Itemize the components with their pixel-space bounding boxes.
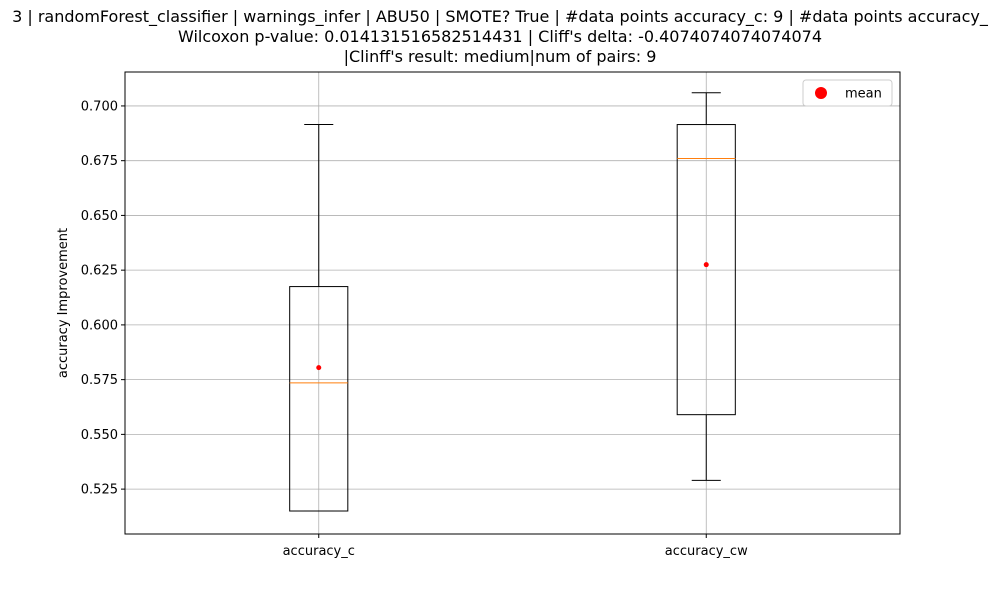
x-tick-label: accuracy_c bbox=[283, 544, 355, 559]
legend-frame bbox=[802, 79, 893, 107]
box-iqr bbox=[289, 286, 349, 512]
grid-layer bbox=[125, 72, 900, 534]
axes-frame bbox=[124, 71, 901, 535]
legend-mean-marker bbox=[815, 87, 827, 99]
chart-title-line-2: Wilcoxon p-value: 0.014131516582514431 |… bbox=[177, 27, 822, 46]
y-tick-label: 0.700 bbox=[81, 99, 118, 114]
legend-mean-label: mean bbox=[845, 87, 882, 102]
y-tick-label: 0.525 bbox=[81, 483, 118, 498]
legend: mean bbox=[802, 79, 893, 107]
chart-title-line-3: |Clinff's result: medium|num of pairs: 9 bbox=[343, 47, 657, 66]
y-tick-label: 0.550 bbox=[81, 428, 118, 443]
mean-point bbox=[703, 262, 709, 268]
box-iqr bbox=[676, 124, 736, 416]
y-tick-label: 0.650 bbox=[81, 209, 118, 224]
y-tick-label: 0.625 bbox=[81, 264, 118, 279]
y-tick-label: 0.600 bbox=[81, 318, 118, 333]
mean-point bbox=[316, 365, 322, 371]
chart-title-line-1: 3 | randomForest_classifier | warnings_i… bbox=[12, 7, 988, 26]
tick-layer: 0.525 0.550 0.575 0.600 0.625 0.650 0.675 0.700… bbox=[81, 99, 748, 559]
x-tick-label: accuracy_cw bbox=[665, 544, 748, 559]
y-axis-label: accuracy Improvement bbox=[56, 228, 71, 378]
y-tick-label: 0.575 bbox=[81, 373, 118, 388]
y-tick-label: 0.675 bbox=[81, 154, 118, 169]
box-layer bbox=[289, 92, 736, 512]
